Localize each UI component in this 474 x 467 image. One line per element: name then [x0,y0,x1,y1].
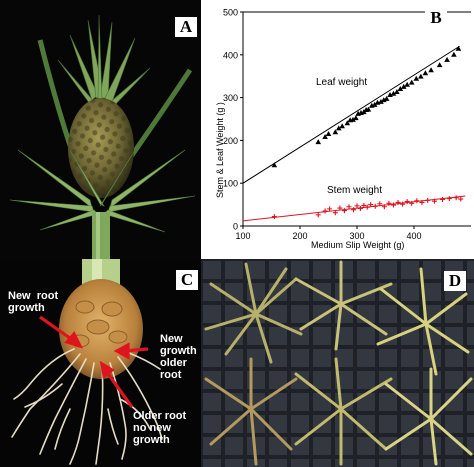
label-new-root-growth: New root growth [8,290,59,314]
leaf-weight-point [339,123,345,129]
stem-weight-point [395,199,401,205]
series-label-leaf: Leaf weight [316,77,367,88]
potted-slips-illustration [201,259,474,467]
leaf-weight-point [322,133,328,139]
leaf-weight-point [332,129,339,135]
trendline-leaf [242,45,460,184]
leaf-weight-point [378,98,384,104]
panel-c-photo: New root growth New growth older root Ol… [0,259,201,467]
y-tick-label: 300 [223,93,238,103]
y-tick-label: 400 [223,50,238,60]
leaf-weight-point [271,162,278,168]
stem-weight-point [351,207,357,213]
x-tick-label: 100 [235,231,250,241]
stem-weight-point [409,200,415,206]
stem-weight-point [341,208,347,214]
stem-weight-point [322,208,328,214]
series-label-stem: Stem weight [327,185,382,196]
panel-d-letter: D [444,271,466,291]
leaf-weight-point [371,101,378,107]
roots-illustration [11,259,163,465]
stem-weight-point [400,201,406,207]
x-axis-label: Medium Slip Weight (g) [311,240,404,250]
y-tick-label: 200 [223,136,238,146]
leaf-weight-point [344,120,351,126]
y-tick-label: 100 [223,179,238,189]
panel-b-chart: 0 100 200 300 400 500 100 200 300 400 Leaf weight… [201,0,474,259]
panel-d-photo: D [201,259,474,467]
leaf-weight-point [325,130,332,136]
leaf-weight-point [390,90,397,96]
stem-weight-point [327,206,333,212]
stem-weight-point [404,199,410,205]
stem-weight-point [332,210,338,216]
stem-weight-point [346,204,352,210]
panel-a-photo: A [0,0,201,259]
panel-b-letter: B [425,8,447,28]
leaf-weight-point [387,92,393,98]
leaf-weight-point [413,75,420,81]
stem-weight-point [315,212,321,218]
pineapple-illustration [9,14,196,259]
stem-weight-point [419,199,425,205]
label-new-growth-older-root: New growth older root [160,333,197,381]
stem-weight-point [458,196,464,202]
leaf-weight-point [444,56,450,62]
panel-a-letter: A [175,17,197,37]
panel-c-letter: C [176,270,198,290]
stem-weight-point [425,197,431,203]
leaf-weight-point [455,45,462,51]
trendline-stem [242,195,466,222]
leaf-weight-point [418,73,424,79]
leaf-weight-point [404,81,410,87]
leaf-weight-point [397,86,404,92]
leaf-weight-point [335,125,342,131]
y-tick-label: 500 [223,8,238,18]
leaf-weight-point [365,106,372,112]
leaf-weight-point [394,89,400,95]
stem-weight-point [372,203,378,209]
stem-weight-point [357,205,363,211]
stem-weight-point [414,198,420,204]
stem-weight-point [364,204,370,210]
stem-weight-point [386,200,392,206]
stem-weight-point [377,201,383,207]
stem-weight-point [361,202,367,208]
stem-weight-point [453,195,459,201]
leaf-weight-point [350,116,356,122]
leaf-weight-point [408,79,415,85]
leaf-weight-point [315,139,322,145]
leaf-weight-point [428,67,434,73]
x-tick-label: 200 [292,231,307,241]
stem-weight-point [381,204,387,210]
leaf-weight-point [383,95,390,101]
y-tick-label: 0 [233,222,238,232]
leaf-weight-point [451,51,457,57]
leaf-weight-point [400,83,407,89]
stem-weight-point [390,202,396,208]
stem-weight-point [354,203,360,209]
x-tick-label: 400 [406,231,421,241]
y-axis-label: Stem & Leaf Weight (g ) [215,102,225,198]
leaf-weight-point [380,97,387,103]
x-tick-label: 300 [349,231,364,241]
stem-weight-point [446,196,452,202]
stem-weight-point [271,214,277,220]
leaf-weight-point [422,70,429,76]
leaf-weight-point [436,62,443,68]
stem-weight-point [368,202,374,208]
leaf-weight-point [353,115,359,121]
stem-weight-point [440,196,445,202]
stem-weight-point [432,198,438,204]
label-older-root-no-new-growth: Older root no new growth [133,410,187,446]
stem-weight-point [337,205,343,211]
annotation-arrows [39,315,149,408]
